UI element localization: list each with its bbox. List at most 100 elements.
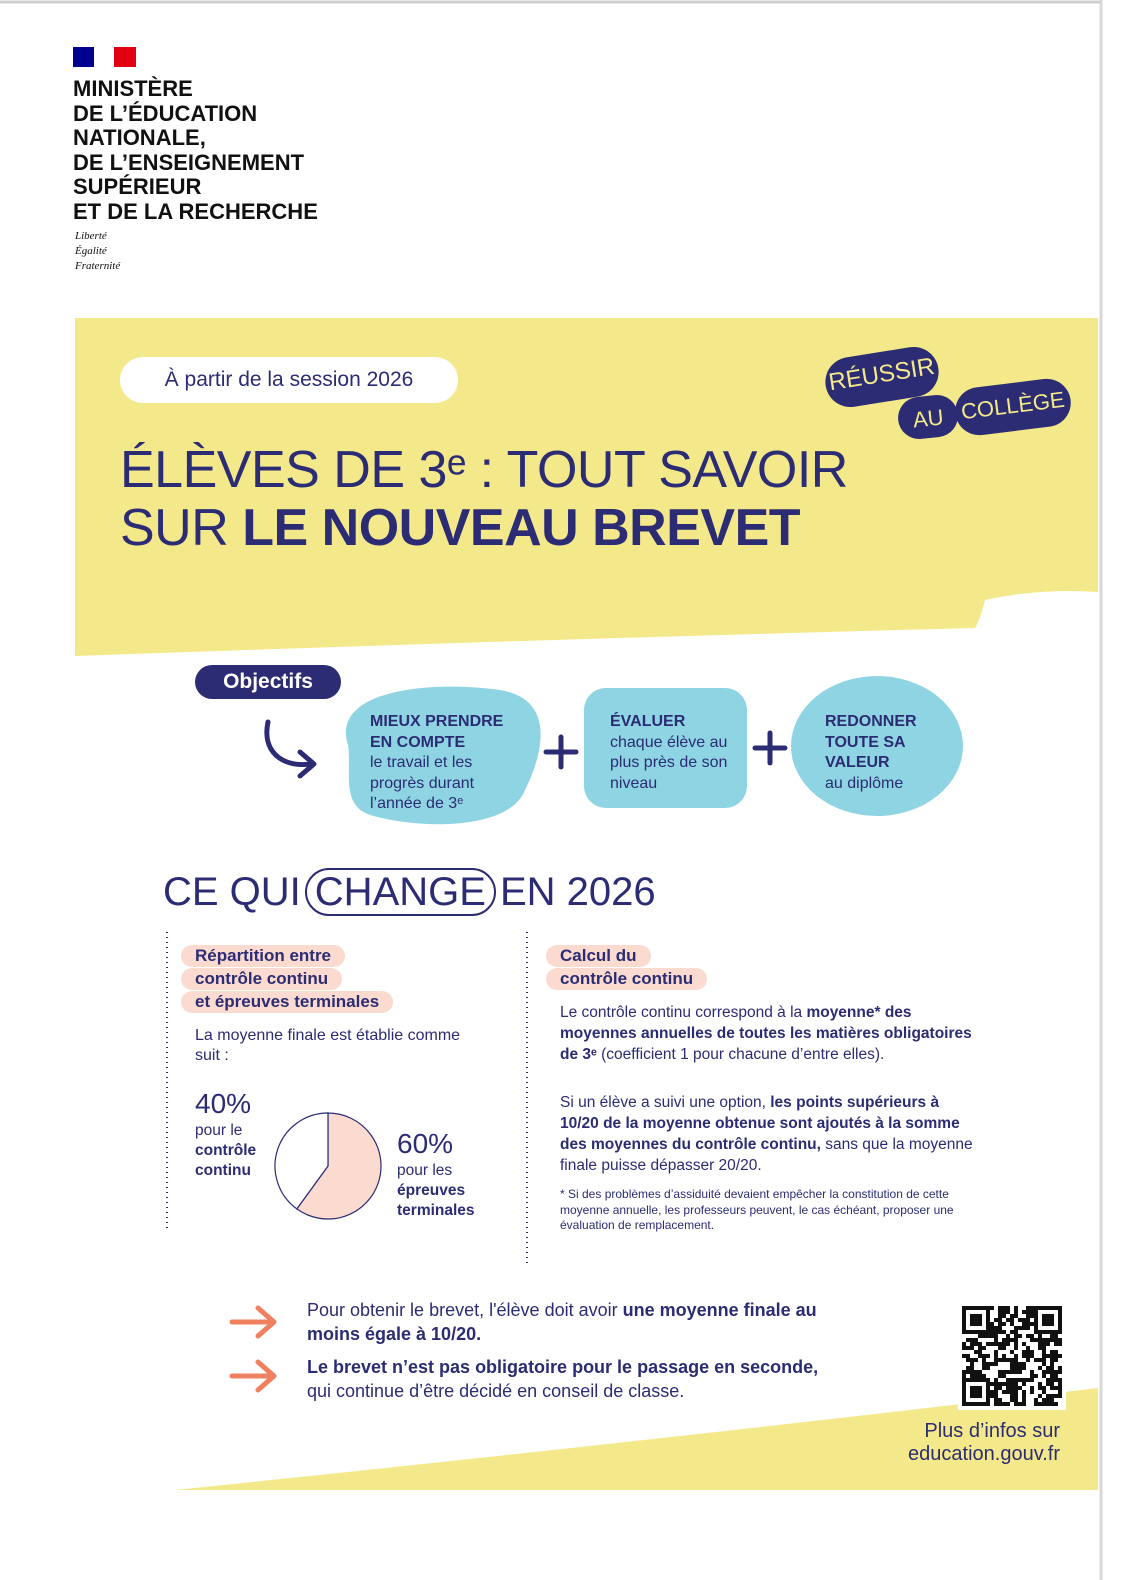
qr-module	[994, 1402, 998, 1406]
qr-module	[1022, 1362, 1026, 1366]
qr-module	[1006, 1402, 1010, 1406]
qr-module	[998, 1370, 1002, 1374]
qr-module	[990, 1394, 994, 1398]
qr-module	[1010, 1398, 1014, 1402]
qr-module	[1010, 1382, 1014, 1386]
qr-module	[1042, 1374, 1046, 1378]
qr-module	[1022, 1318, 1026, 1322]
qr-module	[966, 1378, 970, 1382]
qr-module	[1010, 1330, 1014, 1334]
qr-module	[994, 1334, 998, 1338]
qr-module	[994, 1330, 998, 1334]
qr-module	[966, 1346, 970, 1350]
qr-module	[1046, 1354, 1050, 1358]
qr-module	[962, 1318, 966, 1322]
qr-module	[994, 1378, 998, 1382]
qr-module	[1030, 1334, 1034, 1338]
qr-module	[1026, 1326, 1030, 1330]
pie-chart	[274, 1112, 382, 1220]
qr-module	[1002, 1382, 1006, 1386]
qr-module	[1026, 1350, 1030, 1354]
qr-module	[970, 1330, 974, 1334]
qr-module	[962, 1378, 966, 1382]
qr-module	[970, 1318, 974, 1322]
qr-module	[1010, 1350, 1014, 1354]
qr-module	[1006, 1370, 1010, 1374]
qr-module	[970, 1362, 974, 1366]
qr-module	[1058, 1322, 1062, 1326]
qr-module	[1022, 1394, 1026, 1398]
ministry-line: MINISTÈRE	[73, 76, 193, 101]
objective-text: le travail et les progrès durant l’année…	[370, 754, 475, 812]
qr-module	[1050, 1366, 1054, 1370]
qr-module	[1018, 1366, 1022, 1370]
qr-module	[1058, 1306, 1062, 1310]
qr-module	[962, 1322, 966, 1326]
qr-module	[1046, 1370, 1050, 1374]
qr-module	[1042, 1402, 1046, 1406]
qr-module	[1018, 1326, 1022, 1330]
title-part: CHANGE	[304, 868, 496, 916]
flag-red	[114, 47, 136, 67]
qr-module	[1038, 1386, 1042, 1390]
qr-module	[990, 1306, 994, 1310]
qr-module	[1046, 1398, 1050, 1402]
qr-module	[994, 1338, 998, 1342]
note: Pour obtenir le brevet, l'élève doit avo…	[307, 1298, 832, 1346]
qr-module	[1010, 1378, 1014, 1382]
qr-module	[998, 1306, 1002, 1310]
objective-text: chaque élève au plus près de son niveau	[610, 733, 728, 792]
qr-module	[994, 1358, 998, 1362]
qr-module	[1054, 1354, 1058, 1358]
ministry-line: SUPÉRIEUR	[73, 174, 202, 199]
qr-module	[1002, 1346, 1006, 1350]
motto-line: Fraternité	[75, 260, 121, 272]
qr-module	[1002, 1310, 1006, 1314]
qr-module	[962, 1326, 966, 1330]
qr-module	[998, 1386, 1002, 1390]
qr-module	[986, 1334, 990, 1338]
qr-module	[970, 1322, 974, 1326]
qr-module	[974, 1386, 978, 1390]
qr-module	[978, 1342, 982, 1346]
qr-module	[1038, 1338, 1042, 1342]
qr-module	[1022, 1382, 1026, 1386]
qr-module	[1006, 1318, 1010, 1322]
title-part: EN 2026	[499, 870, 656, 914]
qr-module	[1026, 1310, 1030, 1314]
qr-module	[974, 1306, 978, 1310]
pie-slice	[296, 1112, 382, 1220]
caption-bold: contrôle continu	[195, 1142, 257, 1179]
qr-module	[998, 1382, 1002, 1386]
qr-module	[1046, 1378, 1050, 1382]
qr-module	[1006, 1338, 1010, 1342]
qr-module	[1038, 1394, 1042, 1398]
highlight-heading: contrôle continu	[546, 968, 708, 990]
qr-module	[1006, 1382, 1010, 1386]
qr-module	[982, 1354, 986, 1358]
qr-module	[1042, 1362, 1046, 1366]
ministry-line: DE L’ENSEIGNEMENT	[73, 149, 305, 175]
qr-module	[978, 1322, 982, 1326]
qr-module	[1058, 1310, 1062, 1314]
qr-module	[978, 1378, 982, 1382]
objective-title: MIEUX PRENDRE EN COMPTE	[370, 713, 504, 751]
plus-sign	[543, 734, 579, 770]
qr-module	[994, 1318, 998, 1322]
qr-module	[1010, 1390, 1014, 1394]
qr-module	[966, 1370, 970, 1374]
qr-module	[1002, 1358, 1006, 1362]
qr-module	[970, 1342, 974, 1346]
qr-module	[1018, 1402, 1022, 1406]
qr-module	[986, 1322, 990, 1326]
objective-title: ÉVALUER	[610, 713, 686, 730]
qr-module	[1042, 1350, 1046, 1354]
motto-line: Liberté	[75, 230, 107, 242]
qr-module	[1034, 1358, 1038, 1362]
qr-module	[982, 1378, 986, 1382]
qr-module	[1050, 1314, 1054, 1318]
qr-module	[970, 1366, 974, 1370]
qr-module	[1046, 1342, 1050, 1346]
qr-module	[1010, 1394, 1014, 1398]
qr-module	[982, 1402, 986, 1406]
